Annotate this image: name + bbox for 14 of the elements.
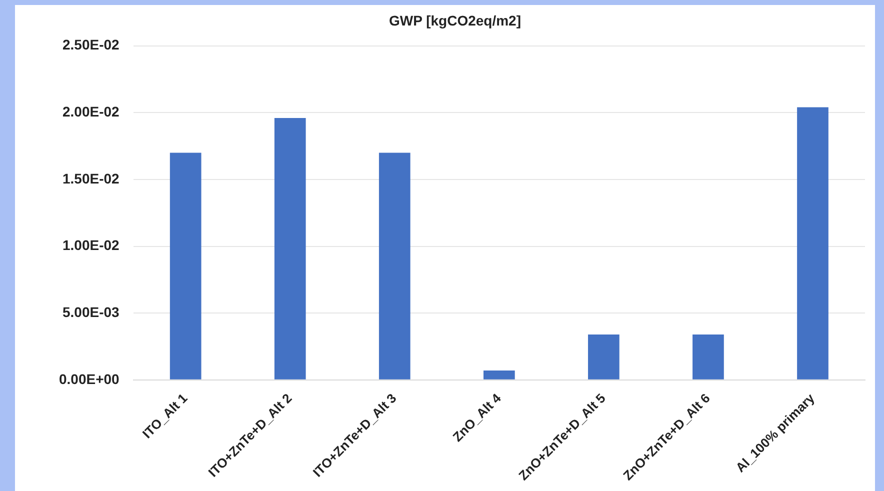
bar (170, 152, 202, 380)
bar (483, 370, 515, 380)
chart-title: GWP [kgCO2eq/m2] (389, 12, 521, 28)
y-tick-label: 0.00E+00 (58, 370, 120, 387)
y-tick-label: 2.50E-02 (62, 36, 120, 53)
bar (588, 334, 620, 380)
bar (274, 118, 306, 380)
y-tick-label: 2.00E-02 (62, 103, 120, 120)
bar (797, 107, 828, 380)
y-tick-label: 1.50E-02 (62, 170, 120, 186)
y-tick-label: 5.00E-03 (62, 304, 120, 320)
bar (378, 152, 410, 380)
y-tick-label: 1.00E-02 (62, 237, 120, 254)
bar (692, 334, 724, 380)
